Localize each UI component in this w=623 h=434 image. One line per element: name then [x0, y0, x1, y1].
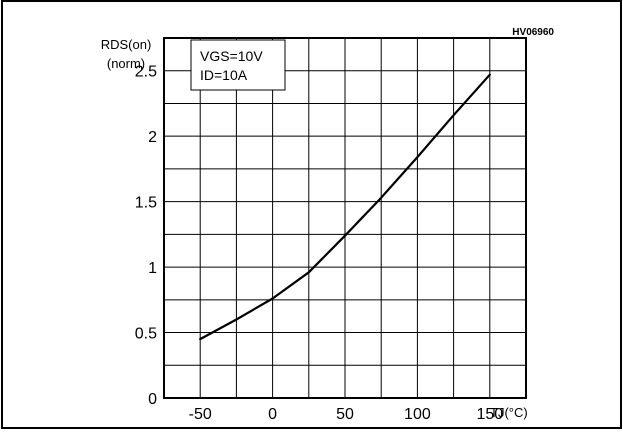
x-tick-label: 0: [268, 406, 277, 423]
grid-layer: [163, 37, 527, 399]
x-tick-label: 50: [336, 406, 354, 423]
y-tick-label: 2.5: [135, 64, 157, 81]
y-axis-label-line1: RDS(on): [101, 37, 152, 52]
rdson-curve: [199, 73, 491, 341]
y-tick-label: 2: [148, 129, 157, 146]
axes-layer: [163, 37, 527, 399]
y-tick-label: 0: [148, 391, 157, 408]
y-tick-label: 1.5: [135, 195, 157, 212]
ticks-layer: -50 0 50 100 150 0 0.5 1 1.5 2 2.5: [135, 64, 503, 423]
condition-vgs: VGS=10V: [200, 48, 263, 64]
x-tick-label: 150: [476, 406, 503, 423]
x-tick-label: 100: [404, 406, 431, 423]
x-tick-label: -50: [189, 406, 212, 423]
y-axis-label-line2: (norm): [107, 56, 145, 71]
y-tick-label: 1: [148, 260, 157, 277]
conditions-box: [190, 39, 286, 91]
plot-frame: [163, 37, 527, 399]
y-tick-label: 0.5: [135, 326, 157, 343]
x-axis-label: TJ(°C): [490, 405, 528, 420]
series-layer: [199, 73, 491, 341]
reference-code: HV06960: [512, 27, 554, 38]
condition-id: ID=10A: [200, 67, 248, 83]
